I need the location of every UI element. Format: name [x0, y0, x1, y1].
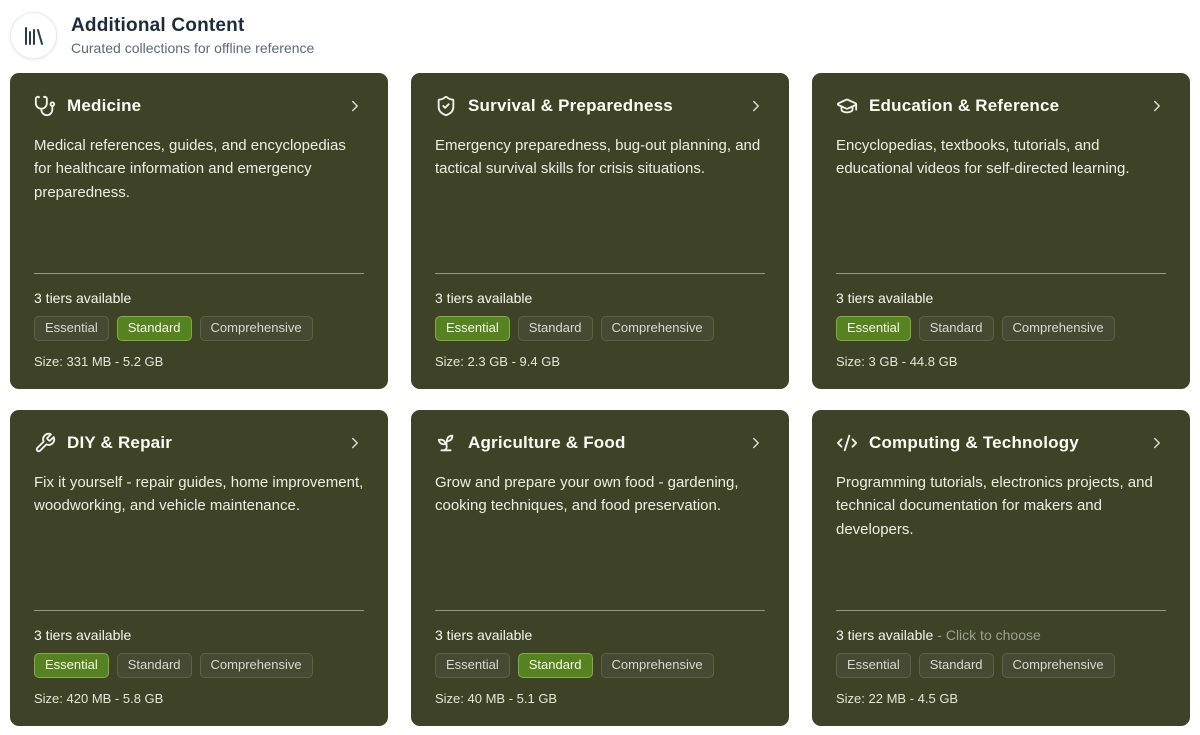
divider [435, 609, 765, 611]
card-footer: 3 tiers available Essential Standard Com… [836, 272, 1166, 369]
tiers-line: 3 tiers available [34, 627, 364, 643]
page-title: Additional Content [71, 15, 245, 36]
card-footer: 3 tiers available - Click to choose Essen… [836, 609, 1166, 706]
tiers-available-text: 3 tiers available [34, 626, 132, 643]
card-description: Fix it yourself - repair guides, home im… [34, 474, 364, 515]
divider [34, 272, 364, 274]
badge-comprehensive[interactable]: Comprehensive [1001, 315, 1115, 341]
card-diy-repair[interactable]: DIY & Repair Fix it yourself - repair gu… [10, 410, 388, 726]
card-description: Grow and prepare your own food - gardeni… [435, 474, 739, 515]
card-header: Education & Reference [836, 95, 1166, 117]
card-title: Survival & Preparedness [468, 96, 673, 115]
tier-badges: Essential Standard Comprehensive [836, 315, 1166, 341]
size-text: Size: 2.3 GB - 9.4 GB [435, 354, 560, 369]
divider [435, 272, 765, 274]
size-text: Size: 331 MB - 5.2 GB [34, 354, 164, 369]
size-text: Size: 3 GB - 44.8 GB [836, 354, 958, 369]
card-footer: 3 tiers available Essential Standard Com… [34, 272, 364, 369]
card-survival-preparedness[interactable]: Survival & Preparedness Emergency prepar… [411, 73, 789, 389]
code-icon [836, 432, 858, 454]
card-medicine[interactable]: Medicine Medical references, guides, and… [10, 73, 388, 389]
badge-standard[interactable]: Standard [116, 652, 192, 678]
content-cards-grid: Medicine Medical references, guides, and… [10, 73, 1190, 726]
card-header: Survival & Preparedness [435, 95, 765, 117]
card-computing-technology[interactable]: Computing & Technology Programming tutor… [812, 410, 1190, 726]
stethoscope-icon [34, 95, 56, 117]
card-title: Agriculture & Food [468, 433, 626, 452]
library-icon [10, 12, 57, 59]
badge-essential[interactable]: Essential [836, 652, 911, 678]
badge-standard[interactable]: Standard [918, 652, 994, 678]
card-header: Medicine [34, 95, 364, 117]
card-title: Computing & Technology [869, 433, 1079, 452]
badge-standard[interactable]: Standard [517, 652, 593, 678]
card-footer: 3 tiers available Essential Standard Com… [435, 272, 765, 369]
tiers-line: 3 tiers available - Click to choose [836, 627, 1166, 643]
badge-essential[interactable]: Essential [836, 315, 911, 341]
badge-comprehensive[interactable]: Comprehensive [1001, 652, 1115, 678]
tiers-line: 3 tiers available [836, 290, 1166, 306]
card-description: Medical references, guides, and encyclop… [34, 137, 346, 201]
chevron-right-icon[interactable] [747, 434, 765, 452]
card-agriculture-food[interactable]: Agriculture & Food Grow and prepare your… [411, 410, 789, 726]
card-title: Medicine [67, 96, 142, 115]
tiers-available-text: 3 tiers available [836, 289, 934, 306]
tiers-available-text: 3 tiers available [435, 626, 533, 643]
badge-essential[interactable]: Essential [435, 652, 510, 678]
size-text: Size: 22 MB - 4.5 GB [836, 691, 959, 706]
tiers-line: 3 tiers available [435, 627, 765, 643]
tiers-available-text: 3 tiers available [435, 289, 533, 306]
card-header: Computing & Technology [836, 432, 1166, 454]
card-footer: 3 tiers available Essential Standard Com… [435, 609, 765, 706]
badge-comprehensive[interactable]: Comprehensive [199, 652, 313, 678]
card-description: Encyclopedias, textbooks, tutorials, and… [836, 137, 1130, 178]
chevron-right-icon[interactable] [747, 97, 765, 115]
card-header: Agriculture & Food [435, 432, 765, 454]
graduation-cap-icon [836, 95, 858, 117]
tiers-available-text: 3 tiers available [34, 289, 132, 306]
tier-badges: Essential Standard Comprehensive [34, 315, 364, 341]
tier-badges: Essential Standard Comprehensive [435, 652, 765, 678]
tiers-line: 3 tiers available [435, 290, 765, 306]
card-header: DIY & Repair [34, 432, 364, 454]
tier-badges: Essential Standard Comprehensive [836, 652, 1166, 678]
badge-standard[interactable]: Standard [116, 315, 192, 341]
card-title: Education & Reference [869, 96, 1060, 115]
tiers-line: 3 tiers available [34, 290, 364, 306]
card-footer: 3 tiers available Essential Standard Com… [34, 609, 364, 706]
badge-essential[interactable]: Essential [435, 315, 510, 341]
card-description: Emergency preparedness, bug-out planning… [435, 137, 761, 178]
tier-badges: Essential Standard Comprehensive [435, 315, 765, 341]
tier-note: - Click to choose [937, 626, 1041, 643]
badge-standard[interactable]: Standard [517, 315, 593, 341]
divider [836, 609, 1166, 611]
badge-comprehensive[interactable]: Comprehensive [600, 652, 714, 678]
tier-badges: Essential Standard Comprehensive [34, 652, 364, 678]
divider [836, 272, 1166, 274]
header-text: Additional Content Curated collections f… [71, 15, 314, 56]
page-subtitle: Curated collections for offline referenc… [71, 40, 315, 56]
badge-comprehensive[interactable]: Comprehensive [600, 315, 714, 341]
card-description: Programming tutorials, electronics proje… [836, 474, 1153, 538]
tiers-available-text: 3 tiers available [836, 626, 934, 643]
size-text: Size: 420 MB - 5.8 GB [34, 691, 164, 706]
card-title: DIY & Repair [67, 433, 173, 452]
chevron-right-icon[interactable] [346, 434, 364, 452]
card-education-reference[interactable]: Education & Reference Encyclopedias, tex… [812, 73, 1190, 389]
chevron-right-icon[interactable] [1148, 97, 1166, 115]
sprout-icon [435, 432, 457, 454]
chevron-right-icon[interactable] [1148, 434, 1166, 452]
badge-comprehensive[interactable]: Comprehensive [199, 315, 313, 341]
page-header: Additional Content Curated collections f… [10, 12, 1190, 59]
shield-check-icon [435, 95, 457, 117]
badge-standard[interactable]: Standard [918, 315, 994, 341]
badge-essential[interactable]: Essential [34, 652, 109, 678]
badge-essential[interactable]: Essential [34, 315, 109, 341]
size-text: Size: 40 MB - 5.1 GB [435, 691, 558, 706]
wrench-icon [34, 432, 56, 454]
chevron-right-icon[interactable] [346, 97, 364, 115]
divider [34, 609, 364, 611]
